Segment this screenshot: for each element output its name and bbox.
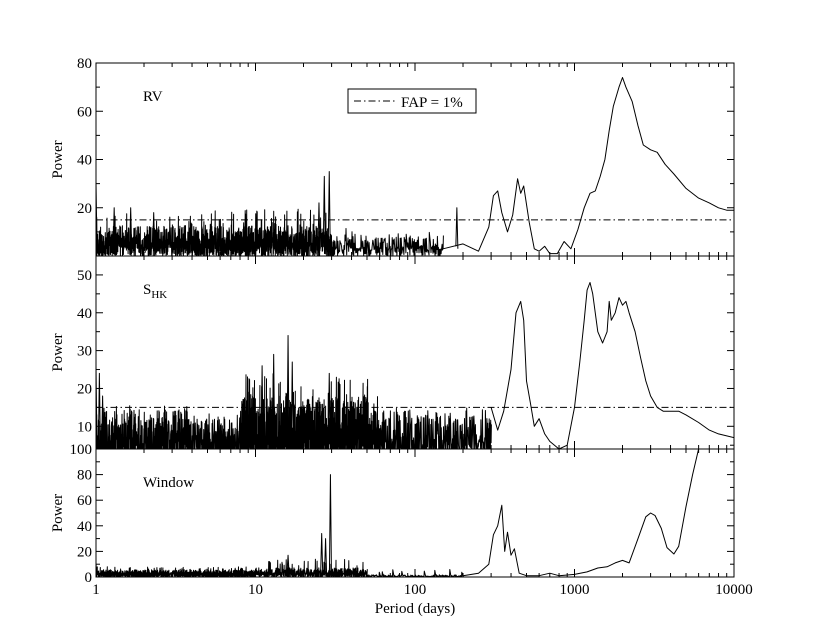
series-line (442, 77, 734, 255)
y-tick-label: 80 (77, 56, 92, 72)
panel-1: 20 40 60 80 Power RV FAP = 1% (50, 56, 735, 257)
x-tick-label: 10 (248, 582, 263, 598)
y-axis-label: Power (50, 140, 66, 178)
panels: 20 40 60 80 Power RV FAP = 1% 10 20 30 40 50 Power SH… (50, 56, 753, 598)
y-axis-label: Power (50, 333, 66, 371)
peak-mark (260, 365, 264, 449)
x-tick-label: 10000 (715, 582, 753, 598)
y-tick-label: 20 (77, 201, 92, 217)
panel-label-subscript: HK (151, 289, 167, 301)
peak-mark (324, 538, 328, 574)
y-tick-label: 0 (85, 570, 93, 586)
peak-mark (96, 563, 98, 574)
peak-mark (129, 207, 133, 249)
panel-label: SHK (143, 282, 167, 301)
y-tick-label: 10 (77, 419, 92, 435)
peak-mark (97, 372, 101, 449)
peak-mark (328, 474, 332, 574)
y-tick-label: 30 (77, 344, 92, 360)
peak-mark (322, 175, 326, 249)
peak-mark (327, 372, 331, 449)
legend-label: FAP = 1% (401, 95, 463, 111)
peak-mark (290, 361, 294, 449)
noise-spikes (96, 373, 492, 449)
x-axis-label: Period (days) (375, 601, 455, 617)
series-line (490, 282, 734, 449)
noise-spikes (96, 558, 464, 577)
y-tick-label: 80 (77, 468, 92, 484)
peak-mark (96, 180, 98, 249)
y-tick-label: 100 (70, 442, 93, 458)
panel-2: 10 20 30 40 50 Power SHK (50, 255, 735, 450)
y-tick-label: 20 (77, 544, 92, 560)
peak-mark (327, 171, 331, 249)
y-tick-label: 60 (77, 493, 92, 509)
y-axis-label: Power (50, 494, 66, 532)
panel-label: RV (143, 89, 163, 105)
panel-3: 0 20 40 60 80 100 1 10 100 1000 10000 Power Window (50, 442, 753, 598)
panel-label: Window (143, 475, 194, 491)
noise-spikes (96, 208, 444, 256)
peak-mark (272, 353, 276, 449)
plot-frame (95, 255, 735, 450)
y-tick-label: 50 (77, 268, 92, 284)
plot-frame (95, 448, 735, 578)
x-tick-label: 1 (92, 582, 100, 598)
peak-mark (320, 532, 324, 574)
legend: FAP = 1% (347, 88, 477, 114)
peak-mark (286, 554, 290, 574)
peak-mark (101, 395, 105, 449)
peak-mark (152, 212, 156, 249)
peak-mark (286, 334, 290, 449)
y-tick-label: 60 (77, 104, 92, 120)
y-tick-label: 40 (77, 306, 92, 322)
peak-mark (96, 365, 98, 449)
peak-mark (455, 207, 459, 249)
y-tick-label: 40 (77, 519, 92, 535)
series-line (462, 449, 700, 577)
peak-mark (112, 207, 116, 249)
x-tick-label: 1000 (560, 582, 590, 598)
y-tick-label: 20 (77, 381, 92, 397)
x-tick-label: 100 (404, 582, 427, 598)
peak-mark (317, 202, 321, 249)
y-tick-label: 40 (77, 153, 92, 169)
